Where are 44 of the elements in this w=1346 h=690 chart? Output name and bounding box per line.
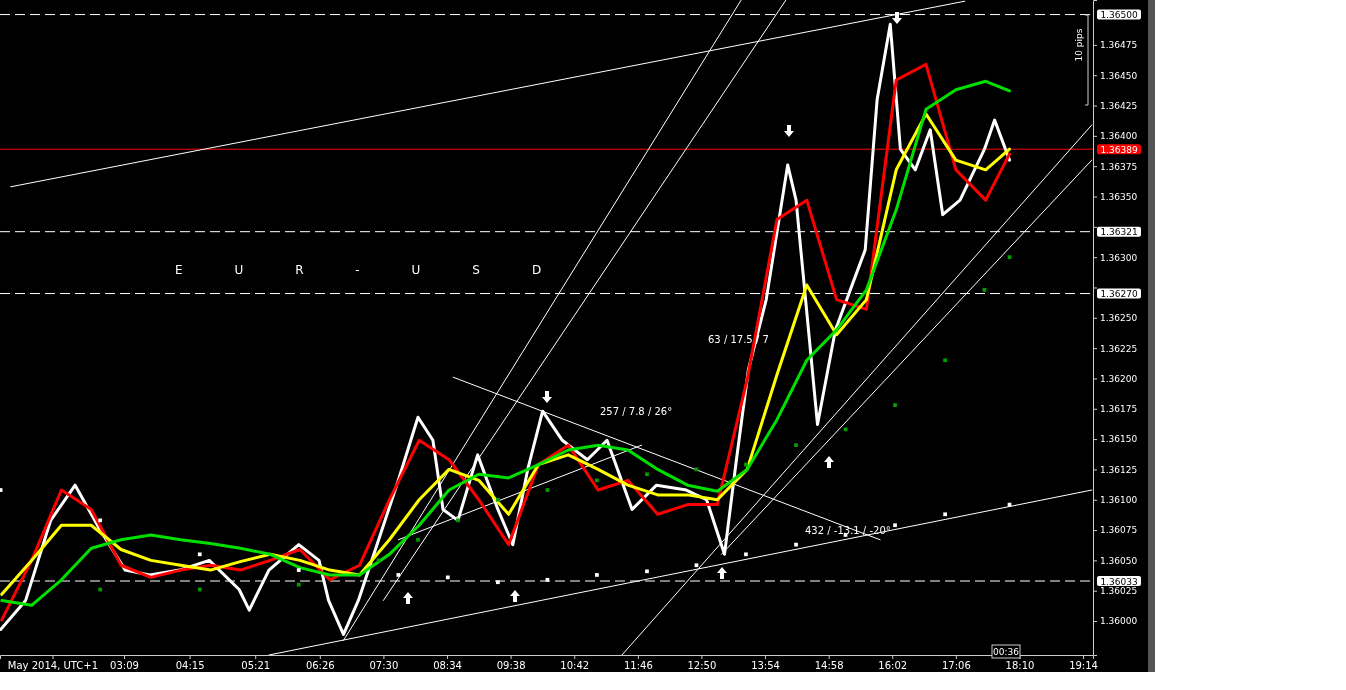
y-tick-label: 1.36000 [1100,616,1138,627]
y-tick-label: 1.36025 [1100,586,1138,597]
annotation: 63 / 17.5 / 7 [708,334,769,345]
x-tick-label: 06:26 [305,660,335,672]
y-tick-label: 1.36175 [1100,404,1138,415]
y-tick-label: 1.36125 [1100,464,1138,475]
y-tick-label: 1.36425 [1100,100,1138,111]
y-tick-label: 1.36250 [1100,313,1138,324]
x-tick-label: 14:58 [814,660,844,672]
ref-line-label: 1.36270 [1100,289,1138,300]
x-tick-label: 18:10 [1005,660,1035,672]
y-tick-label: 1.36075 [1100,525,1138,536]
x-tick-label: 11:46 [623,660,653,672]
x-tick-label: 09:38 [496,660,526,672]
y-tick-label: 1.36375 [1100,161,1138,172]
y-tick-label: 1.36050 [1100,555,1138,566]
x-tick-label: 12:50 [687,660,717,672]
x-tick-label: 10:42 [560,660,590,672]
annotation: 257 / 7.8 / 26° [600,406,673,417]
x-tick-label: 08:34 [433,660,462,672]
x-tick-label: 19:14 [1069,660,1098,672]
annotation: 10 pips [1074,28,1084,62]
y-tick-label: 1.36400 [1100,131,1138,142]
y-tick-label: 1.36100 [1100,495,1138,506]
y-tick-label: 1.36200 [1100,373,1138,384]
ref-line-label: 1.36500 [1100,10,1138,21]
x-tick-label: 05:21 [241,660,271,672]
x-tick-label: 17:06 [941,660,971,672]
x-tick-label: May 2014, UTC+1 [7,660,99,672]
x-tick-label: 04:15 [175,660,205,672]
y-tick-label: 1.36450 [1100,70,1138,81]
x-tick-label: 03:09 [110,660,139,672]
ref-line-label: 1.36389 [1100,144,1138,155]
y-tick-label: 1.36150 [1100,434,1138,445]
x-tick-label: 07:30 [369,660,399,672]
text: EUR-USD [175,263,594,277]
y-tick-label: 1.36300 [1100,252,1138,263]
ref-line-label: 1.36033 [1100,576,1138,587]
x-tick-label: 13:54 [751,660,780,672]
y-tick-label: 1.36225 [1100,343,1138,354]
y-tick-label: 1.36350 [1100,191,1138,202]
ref-line-label: 1.36321 [1100,227,1138,238]
y-tick-label: 1.36475 [1100,40,1138,51]
x-tick-label: 16:02 [878,660,908,672]
